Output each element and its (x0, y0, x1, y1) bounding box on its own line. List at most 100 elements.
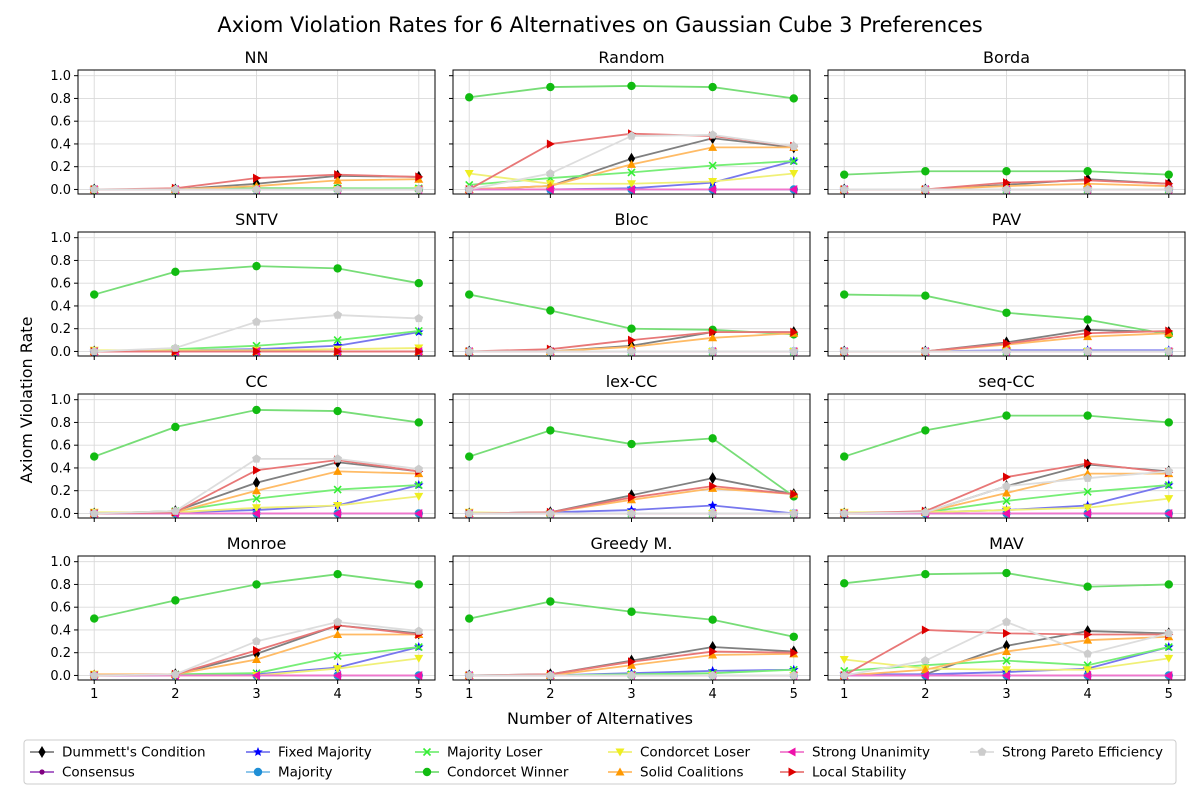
x-tick-label: 2 (171, 687, 179, 702)
data-point (789, 94, 798, 103)
y-tick-label: 0.0 (50, 183, 71, 198)
data-point (839, 346, 849, 356)
y-tick-label: 0.4 (50, 461, 71, 476)
data-point (170, 184, 180, 194)
data-point (789, 670, 799, 680)
data-point (414, 508, 423, 518)
data-point (170, 669, 180, 679)
data-point (1002, 167, 1011, 176)
series-strong-pareto-efficiency (464, 508, 799, 518)
data-point (252, 504, 261, 513)
data-point (627, 324, 636, 333)
y-axis-label: Axiom Violation Rate (17, 317, 36, 484)
data-point (707, 665, 718, 675)
data-point (627, 81, 636, 91)
data-point (334, 346, 343, 356)
data-point (89, 346, 99, 356)
panel-title: Random (598, 48, 664, 67)
data-point (789, 184, 798, 194)
data-point (414, 670, 423, 680)
data-point (1002, 411, 1011, 420)
data-point (1002, 508, 1010, 518)
data-point (546, 306, 555, 315)
data-point (627, 152, 636, 165)
y-tick-label: 0.2 (50, 646, 71, 661)
data-point (708, 184, 717, 194)
data-point (1084, 629, 1093, 639)
data-point (921, 291, 930, 300)
data-point (1003, 628, 1011, 638)
data-point (839, 184, 849, 194)
data-point (333, 175, 343, 184)
panel-title: PAV (992, 210, 1022, 229)
data-point (464, 184, 474, 194)
y-tick-label: 0.2 (50, 484, 71, 499)
data-point (628, 657, 636, 667)
series-strong-pareto-efficiency (839, 346, 1174, 356)
y-tick-label: 0.8 (50, 92, 71, 107)
data-point (708, 650, 718, 659)
series-condorcet-winner (90, 261, 423, 299)
legend-item-fixed-majority: Fixed Majority (246, 745, 372, 761)
data-point (464, 670, 474, 680)
legend-marker (253, 767, 263, 777)
data-point (1002, 647, 1011, 656)
x-tick-label: 2 (921, 687, 929, 702)
legend-item-strong-pareto-efficiency: Strong Pareto Efficiency (970, 745, 1163, 761)
data-point (333, 466, 343, 475)
data-point (1164, 495, 1174, 504)
data-point (90, 614, 99, 623)
data-point (839, 508, 849, 518)
y-tick-label: 0.2 (50, 160, 71, 175)
data-point (1164, 670, 1173, 680)
legend-item-dummett-s-condition: Dummett's Condition (30, 745, 206, 761)
panel-greedy-m: Greedy M. 1 2 3 4 5 (449, 534, 811, 702)
data-point (414, 642, 423, 652)
x-tick-label: 1 (840, 687, 848, 702)
data-point (333, 310, 343, 319)
panel-title: CC (245, 372, 267, 391)
x-tick-label: 5 (415, 687, 423, 702)
legend-label: Dummett's Condition (62, 745, 206, 761)
data-point (545, 670, 555, 680)
legend-marker (39, 769, 45, 775)
legend-marker (615, 748, 625, 757)
y-tick-label: 1.0 (50, 69, 71, 84)
y-tick-label: 0.4 (50, 137, 71, 152)
data-point (333, 508, 342, 518)
data-point (921, 625, 930, 635)
data-point (464, 508, 474, 518)
data-point (253, 645, 261, 655)
y-tick-label: 0.6 (50, 115, 71, 130)
data-point (1083, 167, 1092, 176)
data-point (708, 508, 718, 518)
data-point (709, 481, 718, 491)
data-point (921, 426, 930, 435)
data-point (1002, 639, 1011, 652)
data-point (790, 489, 799, 499)
series-strong-pareto-efficiency (89, 617, 424, 680)
data-point (1165, 326, 1174, 336)
data-point (1002, 670, 1010, 680)
data-point (1083, 346, 1093, 356)
y-tick-label: 0.0 (50, 669, 71, 684)
x-tick-label: 5 (790, 687, 798, 702)
data-point (1083, 508, 1092, 518)
legend-label: Condorcet Loser (640, 745, 751, 761)
data-point (1002, 656, 1011, 665)
y-tick-label: 0.8 (50, 254, 71, 269)
panels-group: NN 0.0 0.2 0.4 0.6 0.8 1.0 Random Borda SNTV 0.0 0.… (50, 48, 1186, 702)
panel-random: Random (449, 48, 811, 198)
data-point (333, 652, 342, 661)
series-strong-pareto-efficiency (839, 466, 1174, 518)
legend: Dummett's Condition Consensus Fixed Majori… (23, 739, 1177, 785)
panel-borda: Borda (824, 48, 1186, 198)
legend-item-majority: Majority (246, 765, 333, 781)
data-point (171, 422, 180, 432)
data-point (708, 82, 717, 92)
x-tick-label: 3 (1002, 687, 1010, 702)
data-point (1083, 411, 1092, 420)
data-point (1083, 582, 1092, 591)
legend-item-condorcet-winner: Condorcet Winner (415, 765, 569, 781)
data-point (1164, 580, 1173, 589)
